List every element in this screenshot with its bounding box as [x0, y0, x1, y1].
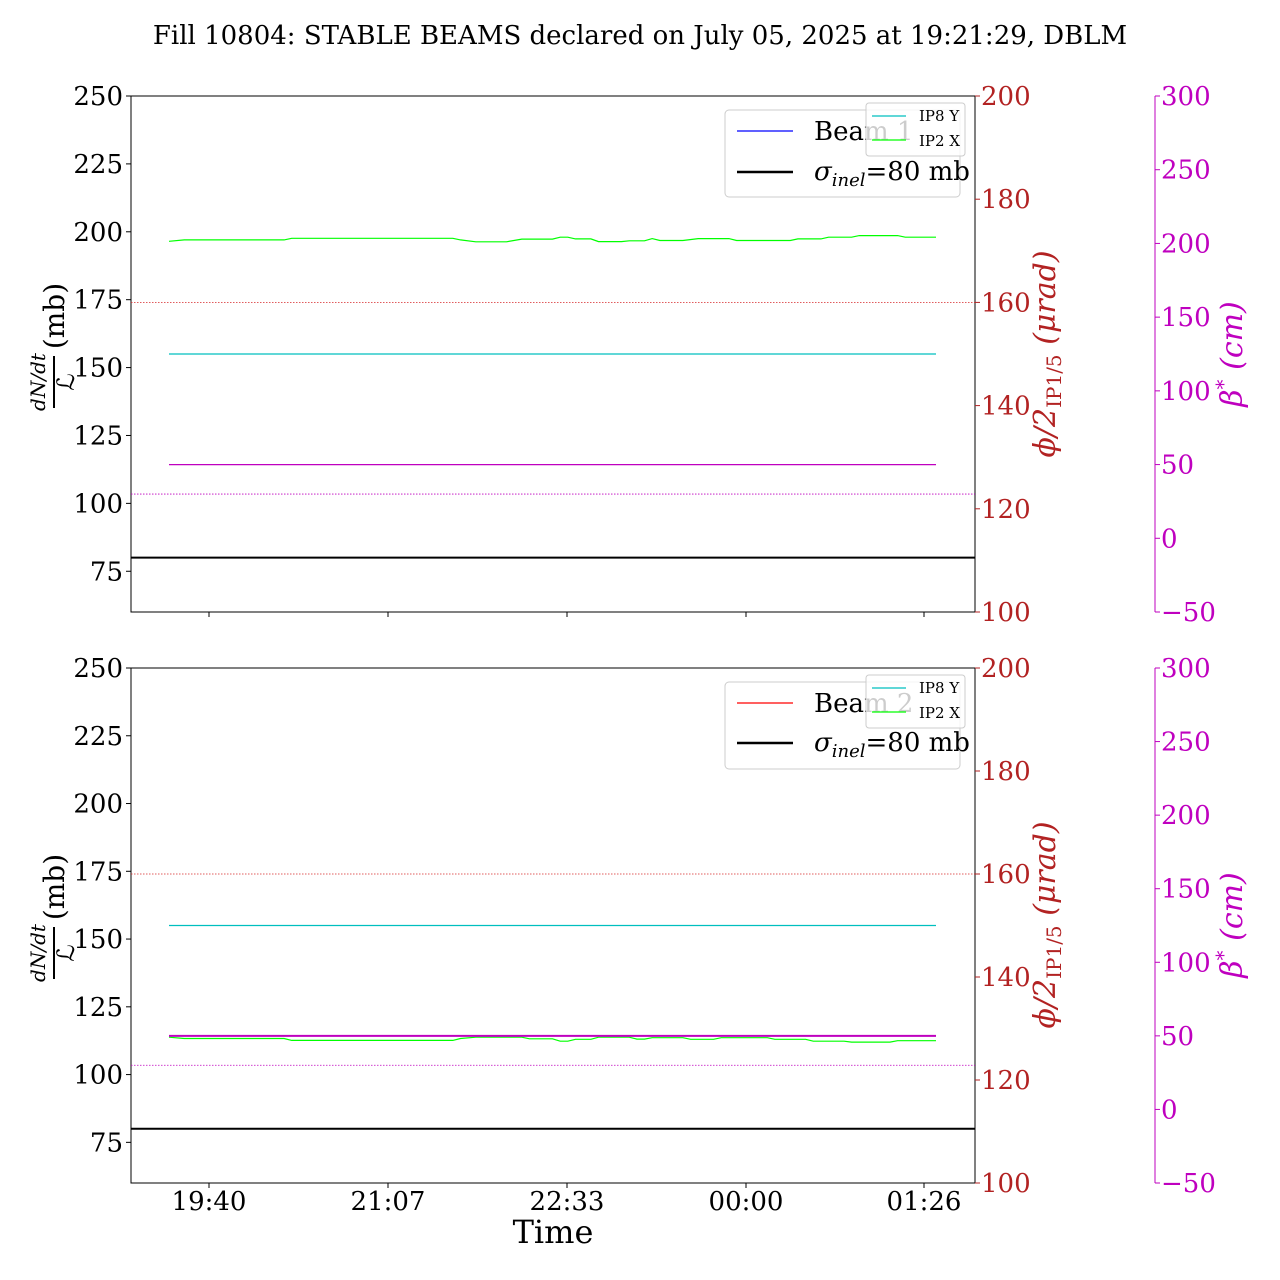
phi-tick-label: 140: [981, 963, 1031, 993]
phi-tick-label: 200: [981, 82, 1031, 112]
series-group-bottom: [131, 873, 975, 1130]
series-group-top: [131, 235, 975, 559]
left-tick-label: 150: [73, 354, 123, 384]
phi-ticks-top: 100 120 140 160 180 200: [975, 82, 1031, 628]
plot-frame-bottom: [130, 667, 976, 1184]
x-tick-label: 00:00: [709, 1187, 784, 1217]
left-tick-label: 100: [73, 1061, 123, 1091]
beta-tick-label: 300: [1161, 82, 1211, 112]
left-tick-label: 175: [73, 857, 123, 887]
y-label-den: ℒ: [52, 944, 80, 961]
left-tick-label: 150: [73, 925, 123, 955]
left-tick-label: 200: [73, 218, 123, 248]
beta-ticks-top: −50 0 50 100 150 200 250 300: [1154, 82, 1216, 628]
left-tick-label: 200: [73, 790, 123, 820]
beta-tick-label: 250: [1161, 728, 1211, 758]
beta-tick-label: 50: [1161, 451, 1194, 481]
phi-tick-label: 180: [981, 757, 1031, 787]
phi-ticks-bottom: 100 120 140 160 180 200: [975, 654, 1031, 1199]
legend-ip8-label: IP8 Y: [919, 107, 960, 125]
beta-label-bottom: β* (cm): [1211, 872, 1250, 979]
phi-tick-label: 120: [981, 1066, 1031, 1096]
beta-tick-label: 150: [1161, 303, 1211, 333]
beta-ticks-bottom: −50 0 50 100 150 200 250 300: [1154, 654, 1216, 1199]
left-ticks-bottom: 75 100 125 150 175 200 225 250: [73, 654, 131, 1158]
left-tick-label: 75: [90, 557, 123, 587]
phi-tick-label: 120: [981, 495, 1031, 525]
left-tick-label: 125: [73, 993, 123, 1023]
x-ticks-top: [208, 612, 925, 617]
beta-label-top: β* (cm): [1211, 301, 1250, 408]
plot-frame-top: [130, 95, 976, 613]
y-label-left-bottom: dN/dt ℒ (mb): [26, 854, 80, 982]
beta-tick-label: −50: [1161, 598, 1216, 628]
legend-small-bottom: IP8 Y IP2 X: [865, 674, 966, 729]
beta-tick-label: 100: [1161, 377, 1211, 407]
y-label-num: dN/dt: [26, 352, 50, 411]
series-line-ip2x: [168, 1036, 936, 1043]
y-label-den: ℒ: [52, 373, 80, 390]
legend-sigma-label: σinel=80 mb: [814, 728, 970, 762]
panel-top: 75 100 125 150 175 200 225 250 100 120 140 160 180 2…: [26, 82, 1250, 628]
legend-ip2-label: IP2 X: [919, 704, 960, 722]
beta-tick-label: 0: [1161, 1095, 1178, 1125]
x-tick-label: 22:33: [530, 1187, 605, 1217]
phi-tick-label: 200: [981, 654, 1031, 684]
phi-tick-label: 140: [981, 392, 1031, 422]
legend-sigma-label: σinel=80 mb: [814, 157, 970, 191]
x-ticks-bottom: 19:40 21:07 22:33 00:00 01:26: [172, 1183, 962, 1217]
beta-tick-label: −50: [1161, 1169, 1216, 1199]
x-axis-label: Time: [513, 1213, 594, 1251]
left-tick-label: 250: [73, 82, 123, 112]
panel-bottom: 75 100 125 150 175 200 225 250 100 120 140 160 180 2…: [26, 654, 1250, 1217]
beta-tick-label: 200: [1161, 801, 1211, 831]
left-tick-label: 75: [90, 1128, 123, 1158]
left-tick-label: 250: [73, 654, 123, 684]
beta-tick-label: 250: [1161, 156, 1211, 186]
x-tick-label: 01:26: [887, 1187, 962, 1217]
y-label-unit: (mb): [38, 283, 71, 349]
y-label-left-top: dN/dt ℒ (mb): [26, 283, 80, 411]
chart-title: Fill 10804: STABLE BEAMS declared on Jul…: [153, 21, 1127, 51]
left-tick-label: 225: [73, 722, 123, 752]
left-ticks-top: 75 100 125 150 175 200 225 250: [73, 82, 131, 587]
left-tick-label: 100: [73, 489, 123, 519]
phi-tick-label: 100: [981, 598, 1031, 628]
left-tick-label: 225: [73, 150, 123, 180]
y-label-num: dN/dt: [26, 923, 50, 982]
beta-tick-label: 150: [1161, 875, 1211, 905]
beta-tick-label: 200: [1161, 229, 1211, 259]
phi-label-top: ϕ/2IP1/5 (μrad): [1028, 250, 1066, 457]
x-tick-label: 19:40: [172, 1187, 247, 1217]
phi-label-bottom: ϕ/2IP1/5 (μrad): [1028, 821, 1066, 1028]
phi-tick-label: 100: [981, 1169, 1031, 1199]
beta-tick-label: 100: [1161, 948, 1211, 978]
left-tick-label: 125: [73, 421, 123, 451]
legend-ip2-label: IP2 X: [919, 132, 960, 150]
series-line-ip2x: [168, 235, 936, 243]
legend-small-top: IP8 Y IP2 X: [865, 102, 966, 157]
left-tick-label: 175: [73, 286, 123, 316]
legend-ip8-label: IP8 Y: [919, 679, 960, 697]
beta-tick-label: 0: [1161, 524, 1178, 554]
phi-tick-label: 160: [981, 288, 1031, 318]
y-label-unit: (mb): [38, 854, 71, 920]
beta-tick-label: 50: [1161, 1022, 1194, 1052]
phi-tick-label: 180: [981, 185, 1031, 215]
phi-tick-label: 160: [981, 860, 1031, 890]
beta-tick-label: 300: [1161, 654, 1211, 684]
x-tick-label: 21:07: [351, 1187, 426, 1217]
